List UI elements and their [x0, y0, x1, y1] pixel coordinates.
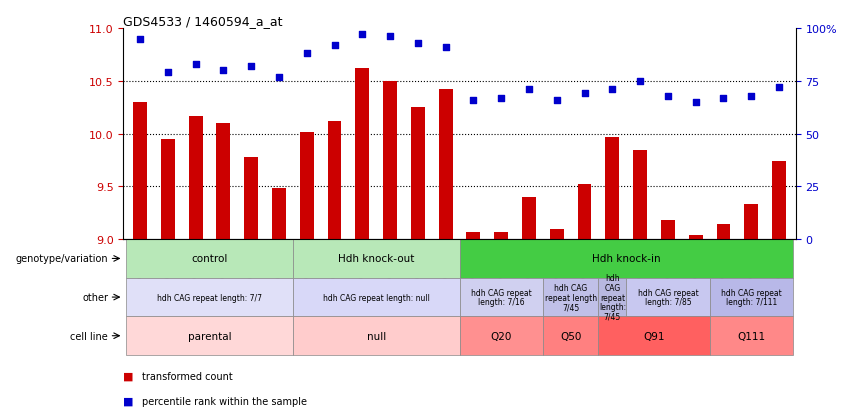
Point — [439, 45, 453, 51]
Bar — [717, 225, 730, 240]
Bar — [126, 317, 293, 355]
Text: hdh CAG repeat
length: 7/16: hdh CAG repeat length: 7/16 — [471, 288, 532, 307]
Bar — [598, 317, 710, 355]
Point — [688, 99, 702, 106]
Point — [244, 64, 258, 70]
Point — [717, 95, 730, 102]
Bar — [633, 151, 647, 240]
Bar — [772, 161, 786, 240]
Bar — [578, 185, 591, 240]
Bar — [605, 138, 620, 240]
Text: hdh CAG repeat
length: 7/85: hdh CAG repeat length: 7/85 — [637, 288, 699, 307]
Bar — [661, 221, 675, 240]
Bar — [244, 157, 258, 240]
Text: Hdh knock-out: Hdh knock-out — [338, 254, 414, 264]
Text: transformed count: transformed count — [142, 371, 233, 381]
Bar — [460, 240, 793, 278]
Text: hdh CAG
repeat length
7/45: hdh CAG repeat length 7/45 — [545, 283, 597, 311]
Point — [661, 93, 675, 100]
Point — [134, 36, 147, 43]
Text: percentile rank within the sample: percentile rank within the sample — [142, 396, 307, 406]
Bar — [328, 121, 341, 240]
Point — [772, 85, 785, 91]
Bar — [133, 102, 147, 240]
Point — [383, 34, 397, 40]
Text: hdh CAG repeat length: 7/7: hdh CAG repeat length: 7/7 — [157, 293, 262, 302]
Point — [745, 93, 758, 100]
Text: other: other — [82, 292, 108, 302]
Bar — [550, 229, 563, 240]
Text: Q111: Q111 — [737, 331, 765, 341]
Text: parental: parental — [188, 331, 231, 341]
Text: genotype/variation: genotype/variation — [15, 254, 108, 264]
Point — [466, 97, 480, 104]
Point — [356, 32, 369, 38]
Bar — [466, 232, 480, 240]
Text: hdh CAG repeat length: null: hdh CAG repeat length: null — [323, 293, 430, 302]
Bar — [272, 189, 286, 240]
Bar — [189, 116, 203, 240]
Bar — [126, 240, 293, 278]
Bar — [626, 278, 710, 317]
Text: Hdh knock-in: Hdh knock-in — [592, 254, 660, 264]
Bar — [356, 69, 369, 240]
Point — [550, 97, 563, 104]
Bar — [161, 140, 174, 240]
Bar — [383, 82, 397, 240]
Bar — [293, 317, 460, 355]
Bar — [300, 133, 314, 240]
Text: cell line: cell line — [71, 331, 108, 341]
Bar — [494, 232, 508, 240]
Point — [494, 95, 508, 102]
Bar — [745, 205, 758, 240]
Bar — [293, 278, 460, 317]
Bar — [598, 278, 626, 317]
Point — [217, 68, 231, 74]
Point — [300, 51, 313, 57]
Bar — [543, 317, 598, 355]
Point — [411, 40, 425, 47]
Text: Q20: Q20 — [490, 331, 512, 341]
Point — [523, 87, 536, 93]
Point — [161, 70, 174, 76]
Bar — [411, 108, 425, 240]
Bar — [460, 278, 543, 317]
Text: control: control — [191, 254, 228, 264]
Text: Q91: Q91 — [643, 331, 665, 341]
Bar — [522, 197, 536, 240]
Text: GDS4533 / 1460594_a_at: GDS4533 / 1460594_a_at — [123, 15, 283, 28]
Bar — [126, 278, 293, 317]
Point — [606, 87, 620, 93]
Point — [633, 78, 647, 85]
Bar — [216, 124, 231, 240]
Bar — [710, 278, 793, 317]
Text: hdh CAG repeat
length: 7/111: hdh CAG repeat length: 7/111 — [721, 288, 781, 307]
Bar — [688, 235, 703, 240]
Text: ■: ■ — [123, 371, 134, 381]
Point — [578, 91, 591, 97]
Bar — [543, 278, 598, 317]
Bar — [293, 240, 460, 278]
Text: null: null — [367, 331, 386, 341]
Bar — [460, 317, 543, 355]
Text: hdh
CAG
repeat
length:
7/45: hdh CAG repeat length: 7/45 — [599, 273, 625, 321]
Text: ■: ■ — [123, 396, 134, 406]
Point — [272, 74, 286, 81]
Point — [189, 62, 203, 68]
Text: Q50: Q50 — [560, 331, 581, 341]
Bar — [439, 90, 453, 240]
Bar — [710, 317, 793, 355]
Point — [328, 43, 341, 49]
